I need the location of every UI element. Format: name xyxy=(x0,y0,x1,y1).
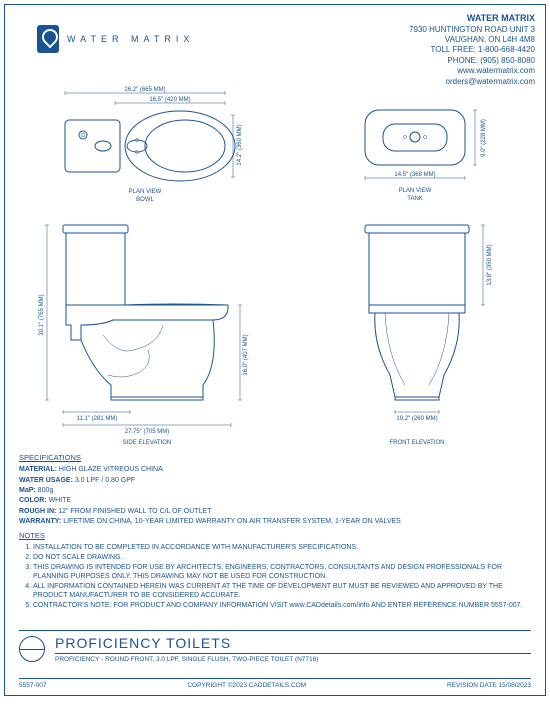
header-block: WATER MATRIX 7930 HUNTINGTON ROAD UNIT 3… xyxy=(409,13,535,87)
note-item: INSTALLATION TO BE COMPLETED IN ACCORDAN… xyxy=(33,543,531,552)
dim-seat-h: 16.0" (407 MM) xyxy=(243,334,249,375)
ref-number: 5557-007 xyxy=(19,682,46,689)
plan-bowl-label-1: PLAN VIEW xyxy=(129,189,162,195)
footer: 5557-007 COPYRIGHT ©2023 CADDETAILS.COM … xyxy=(19,678,531,689)
notes-list: INSTALLATION TO BE COMPLETED IN ACCORDAN… xyxy=(19,543,531,611)
spec-label: MaP: xyxy=(19,487,38,494)
specs-title: SPECIFICATIONS xyxy=(19,453,531,463)
logo: WATER MATRIX xyxy=(37,25,194,53)
logo-icon xyxy=(37,25,59,53)
dim-tank-plan-h: 9.0" (228 MM) xyxy=(481,119,487,157)
dim-tank-plan-w: 14.5" (368 MM) xyxy=(394,172,435,178)
spec-label: MATERIAL: xyxy=(19,466,59,473)
dim-bowl-width-mid: 16.5" (420 MM) xyxy=(149,97,190,103)
side-elevation: 30.1" (765 MM) 16.0" (4 xyxy=(35,220,285,445)
front-elevation: 13.8" (350 MM) 10.2" (260 MM) FRONT ELEV… xyxy=(345,220,525,445)
spec-label: WATER USAGE: xyxy=(19,477,75,484)
spec-value: 12" FROM FINISHED WALL TO C/L OF OUTLET xyxy=(58,508,211,515)
dim-depth: 27.75" (705 MM) xyxy=(125,429,169,435)
notes-title: NOTES xyxy=(19,531,531,541)
spec-row: WARRANTY: LIFETIME ON CHINA, 10-YEAR LIM… xyxy=(19,517,531,526)
spec-label: WARRANTY: xyxy=(19,518,63,525)
spec-value: 3.0 LPF / 0.80 GPF xyxy=(75,477,135,484)
revision-date: REVISION DATE 15/08/2023 xyxy=(447,682,531,689)
plan-tank-label-2: TANK xyxy=(407,196,423,202)
spec-label: ROUGH IN: xyxy=(19,508,58,515)
dim-bowl-height: 14.2" (360 MM) xyxy=(237,124,243,165)
address-line-1: 7930 HUNTINGTON ROAD UNIT 3 xyxy=(409,25,535,35)
dim-side-total-h: 30.1" (765 MM) xyxy=(39,294,45,335)
plan-view-tank: 9.0" (228 MM) 14.5" (368 MM) PLAN VIEW T… xyxy=(345,100,515,205)
plan-tank-label-1: PLAN VIEW xyxy=(399,188,432,194)
phone: PHONE: (905) 850-8080 xyxy=(409,56,535,66)
dim-outlet: 11.1" (281 MM) xyxy=(77,416,118,422)
note-item: ALL INFORMATION CONTAINED HEREIN WAS CUR… xyxy=(33,582,531,600)
drawing-sheet: WATER MATRIX 7930 HUNTINGTON ROAD UNIT 3… xyxy=(4,4,546,696)
spec-value: HIGH GLAZE VITREOUS CHINA xyxy=(59,466,163,473)
spec-row: COLOR: WHITE xyxy=(19,496,531,505)
title-main: PROFICIENCY TOILETS xyxy=(55,635,531,654)
address-line-2: VAUGHAN, ON L4H 4M8 xyxy=(409,35,535,45)
title-sub: PROFICIENCY - ROUND FRONT, 3.0 LPF, SING… xyxy=(55,654,531,663)
company-name: WATER MATRIX xyxy=(409,13,535,25)
spec-value: LIFETIME ON CHINA, 10-YEAR LIMITED WARRA… xyxy=(63,518,401,525)
dim-tank-h: 13.8" (350 MM) xyxy=(487,244,493,285)
spec-row: MATERIAL: HIGH GLAZE VITREOUS CHINA xyxy=(19,465,531,474)
spec-value: 800g xyxy=(38,487,54,494)
copyright: COPYRIGHT ©2023 CADDETAILS.COM xyxy=(187,682,306,689)
plan-bowl-label-2: BOWL xyxy=(136,197,154,203)
specifications: SPECIFICATIONS MATERIAL: HIGH GLAZE VITR… xyxy=(19,453,531,528)
plan-view-bowl: 26.2" (665 MM) 16.5" (420 MM) 14.2" (360… xyxy=(55,85,245,205)
note-item: THIS DRAWING IS INTENDED FOR USE BY ARCH… xyxy=(33,563,531,581)
note-item: DO NOT SCALE DRAWING. xyxy=(33,553,531,562)
spec-row: MaP: 800g xyxy=(19,486,531,495)
side-label: SIDE ELEVATION xyxy=(123,440,171,446)
logo-text: WATER MATRIX xyxy=(67,34,194,44)
dim-base-w: 10.2" (260 MM) xyxy=(396,416,437,422)
note-item: CONTRACTOR'S NOTE: FOR PRODUCT AND COMPA… xyxy=(33,601,531,610)
spec-row: WATER USAGE: 3.0 LPF / 0.80 GPF xyxy=(19,476,531,485)
spec-value: WHITE xyxy=(49,497,72,504)
notes: NOTES INSTALLATION TO BE COMPLETED IN AC… xyxy=(19,531,531,611)
title-circle-icon xyxy=(19,636,45,662)
drawing-area: 26.2" (665 MM) 16.5" (420 MM) 14.2" (360… xyxy=(5,85,545,445)
title-block: PROFICIENCY TOILETS PROFICIENCY - ROUND … xyxy=(19,630,531,663)
spec-row: ROUGH IN: 12" FROM FINISHED WALL TO C/L … xyxy=(19,507,531,516)
title-text: PROFICIENCY TOILETS PROFICIENCY - ROUND … xyxy=(55,635,531,663)
toll-free: TOLL FREE: 1-800-668-4420 xyxy=(409,45,535,55)
dim-bowl-width-full: 26.2" (665 MM) xyxy=(124,87,165,93)
website: www.watermatrix.com xyxy=(409,66,535,76)
front-label: FRONT ELEVATION xyxy=(389,440,444,446)
spec-label: COLOR: xyxy=(19,497,49,504)
